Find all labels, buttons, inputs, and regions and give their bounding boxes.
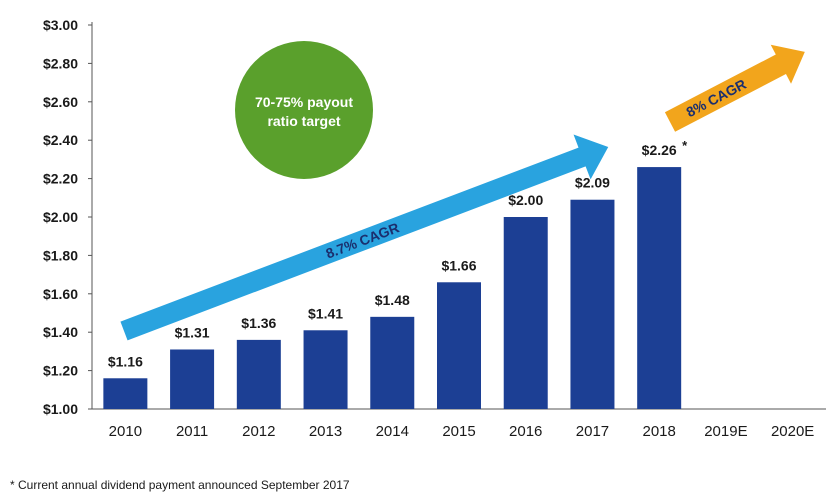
- y-tick-label: $3.00: [43, 17, 78, 33]
- payout-circle-line2: ratio target: [267, 113, 340, 129]
- bar-2014: [370, 316, 415, 409]
- data-labels: $1.16 $1.31 $1.36 $1.41 $1.48 $1.66 $2.00 $2.09…: [108, 138, 688, 369]
- data-label-2010: $1.16: [108, 353, 143, 369]
- data-label-2018: $2.26: [642, 142, 677, 158]
- payout-circle-line1: 70-75% payout: [255, 94, 353, 110]
- x-tick-label: 2013: [309, 423, 342, 440]
- bar-2012: [236, 339, 281, 409]
- x-tick-label: 2017: [576, 423, 609, 440]
- bars: [103, 167, 682, 409]
- footnote-marker: *: [682, 138, 688, 153]
- footnote: * Current annual dividend payment announ…: [10, 478, 350, 492]
- x-tick-label: 2020E: [771, 423, 814, 440]
- x-tick-label: 2012: [242, 423, 275, 440]
- y-tick-label: $1.00: [43, 401, 78, 417]
- y-tick-label: $2.40: [43, 132, 78, 148]
- payout-target-circle: 70-75% payout ratio target: [235, 41, 373, 179]
- bar-2013: [303, 330, 348, 409]
- payout-circle-shape: [235, 41, 373, 179]
- y-tick-label: $1.40: [43, 324, 78, 340]
- y-tick-label: $2.20: [43, 171, 78, 187]
- bar-2018: [637, 167, 682, 409]
- y-tick-label: $2.60: [43, 94, 78, 110]
- y-tick-label: $1.80: [43, 247, 78, 263]
- x-tick-label: 2014: [376, 423, 409, 440]
- x-tick-label: 2015: [442, 423, 475, 440]
- orange-arrow-shape: [664, 44, 805, 132]
- blue-arrow-shape: [120, 134, 609, 341]
- y-axis-ticks: $1.00 $1.20 $1.40 $1.60 $1.80 $2.00 $2.20 $2.40…: [43, 17, 92, 417]
- x-tick-label: 2018: [642, 423, 675, 440]
- x-tick-label: 2010: [109, 423, 142, 440]
- data-label-2013: $1.41: [308, 305, 343, 321]
- y-tick-label: $1.60: [43, 286, 78, 302]
- x-tick-label: 2016: [509, 423, 542, 440]
- data-label-2016: $2.00: [508, 192, 543, 208]
- x-axis-ticks: 2010 2011 2012 2013 2014 2015 2016 2017 2018 2019…: [109, 423, 815, 440]
- data-label-2011: $1.31: [175, 324, 210, 340]
- cagr-arrow-forecast: 8% CAGR: [664, 44, 805, 132]
- bar-2011: [170, 349, 215, 409]
- bar-2010: [103, 378, 148, 409]
- y-tick-label: $2.00: [43, 209, 78, 225]
- data-label-2015: $1.66: [441, 257, 476, 273]
- data-label-2017: $2.09: [575, 175, 610, 191]
- y-tick-label: $1.20: [43, 363, 78, 379]
- x-tick-label: 2019E: [704, 423, 747, 440]
- x-tick-label: 2011: [176, 423, 208, 440]
- bar-2015: [437, 282, 481, 409]
- bar-2016: [503, 217, 548, 409]
- bar-2017: [570, 199, 615, 409]
- data-label-2014: $1.48: [375, 292, 410, 308]
- data-label-2012: $1.36: [241, 315, 276, 331]
- y-tick-label: $2.80: [43, 55, 78, 71]
